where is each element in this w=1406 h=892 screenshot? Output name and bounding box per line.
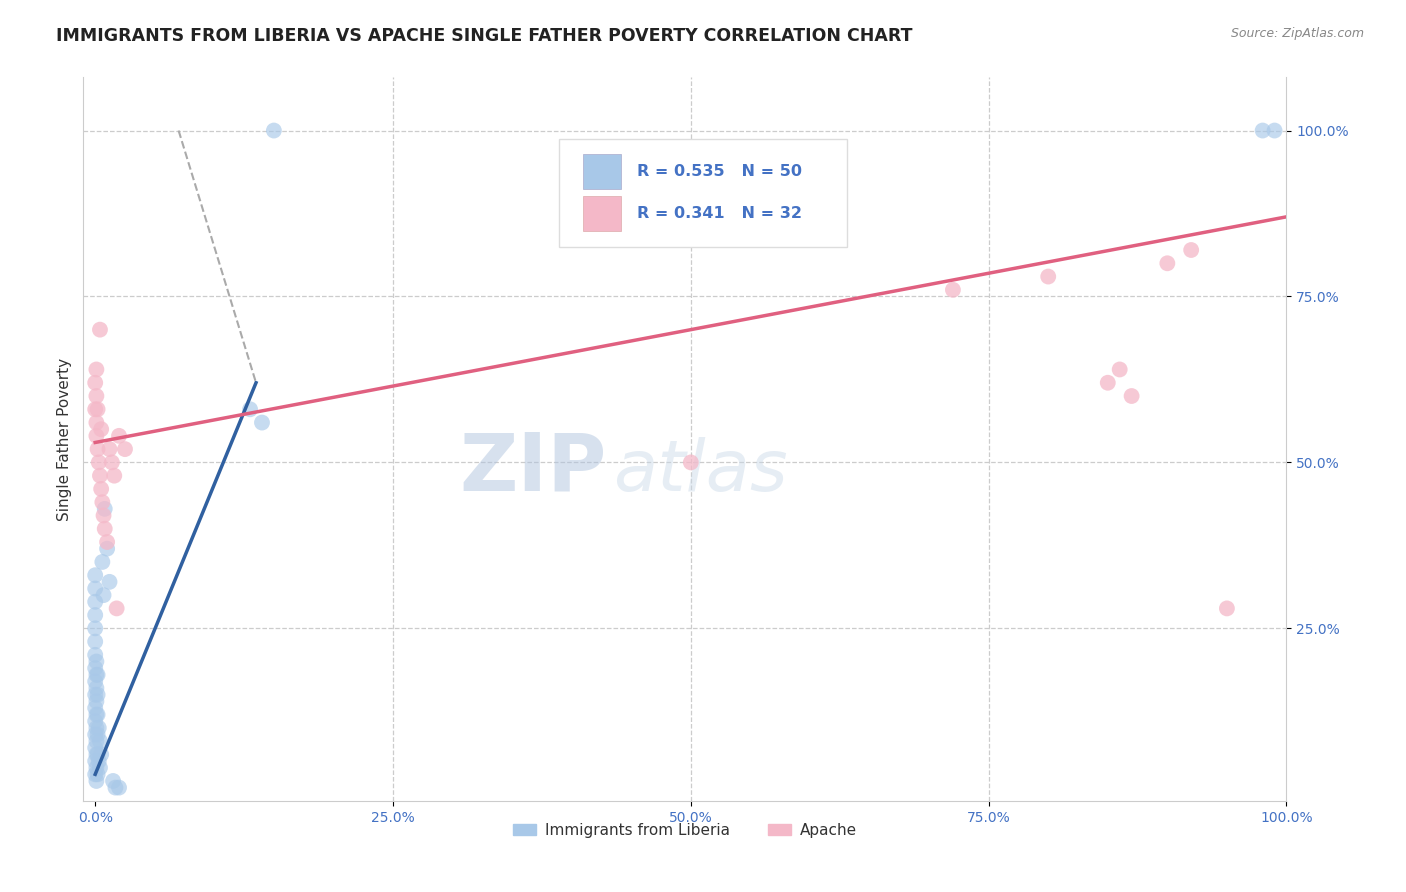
Point [84, 727, 107, 741]
Point [84, 648, 107, 662]
Point [84, 674, 107, 689]
Point [93, 588, 115, 602]
Point [86, 727, 108, 741]
Point [1216, 601, 1239, 615]
Point [108, 429, 131, 443]
Text: R = 0.535   N = 50: R = 0.535 N = 50 [637, 164, 801, 179]
Point [86, 416, 108, 430]
Point [84, 595, 107, 609]
Point [86, 747, 108, 762]
Point [84, 661, 107, 675]
Point [90, 747, 112, 762]
Point [101, 455, 124, 469]
Point [87, 754, 110, 768]
Point [86, 655, 108, 669]
Text: IMMIGRANTS FROM LIBERIA VS APACHE SINGLE FATHER POVERTY CORRELATION CHART: IMMIGRANTS FROM LIBERIA VS APACHE SINGLE… [56, 27, 912, 45]
Point [84, 376, 107, 390]
Point [86, 707, 108, 722]
Point [84, 714, 107, 729]
Point [86, 429, 108, 443]
Point [86, 767, 108, 781]
Bar [582, 154, 621, 189]
Point [103, 468, 125, 483]
Point [87, 721, 110, 735]
Point [86, 721, 108, 735]
Point [84, 621, 107, 635]
FancyBboxPatch shape [558, 139, 848, 247]
Point [84, 402, 107, 417]
Point [84, 568, 107, 582]
Point [87, 455, 110, 469]
Point [84, 608, 107, 623]
Point [86, 667, 108, 681]
Point [101, 774, 124, 789]
Point [89, 761, 111, 775]
Point [1180, 243, 1202, 257]
Point [89, 468, 111, 483]
Text: Source: ZipAtlas.com: Source: ZipAtlas.com [1230, 27, 1364, 40]
Point [93, 508, 115, 523]
Point [84, 754, 107, 768]
Point [1156, 256, 1178, 270]
Point [93, 522, 115, 536]
Point [90, 422, 112, 436]
Point [93, 501, 115, 516]
Point [86, 688, 108, 702]
Point [96, 541, 118, 556]
Point [96, 535, 118, 549]
Point [86, 774, 108, 789]
Point [84, 582, 107, 596]
Point [84, 767, 107, 781]
Point [91, 495, 114, 509]
Point [89, 734, 111, 748]
Point [263, 123, 285, 137]
Point [86, 442, 108, 456]
Point [91, 555, 114, 569]
Point [1038, 269, 1060, 284]
Point [1108, 362, 1130, 376]
Point [1264, 123, 1286, 137]
Point [84, 688, 107, 702]
Point [86, 707, 108, 722]
Point [86, 761, 108, 775]
Point [86, 389, 108, 403]
Text: ZIP: ZIP [460, 429, 606, 507]
Point [114, 442, 136, 456]
Text: R = 0.341   N = 32: R = 0.341 N = 32 [637, 206, 801, 221]
Point [84, 634, 107, 648]
Point [90, 482, 112, 496]
Point [104, 780, 127, 795]
Y-axis label: Single Father Poverty: Single Father Poverty [58, 358, 72, 521]
Point [679, 455, 702, 469]
Point [1097, 376, 1119, 390]
Point [250, 416, 273, 430]
Point [86, 681, 108, 695]
Point [84, 701, 107, 715]
Point [105, 601, 128, 615]
Point [89, 323, 111, 337]
Point [86, 667, 108, 681]
Point [98, 574, 121, 589]
Point [86, 694, 108, 708]
Point [84, 740, 107, 755]
Text: atlas: atlas [613, 437, 787, 507]
Point [86, 402, 108, 417]
Point [239, 402, 262, 417]
Point [86, 747, 108, 762]
Point [86, 362, 108, 376]
Point [108, 780, 131, 795]
Point [942, 283, 965, 297]
Point [1251, 123, 1274, 137]
Point [1121, 389, 1143, 403]
Legend: Immigrants from Liberia, Apache: Immigrants from Liberia, Apache [506, 817, 863, 844]
Point [98, 442, 121, 456]
Bar [582, 196, 621, 231]
Point [86, 734, 108, 748]
